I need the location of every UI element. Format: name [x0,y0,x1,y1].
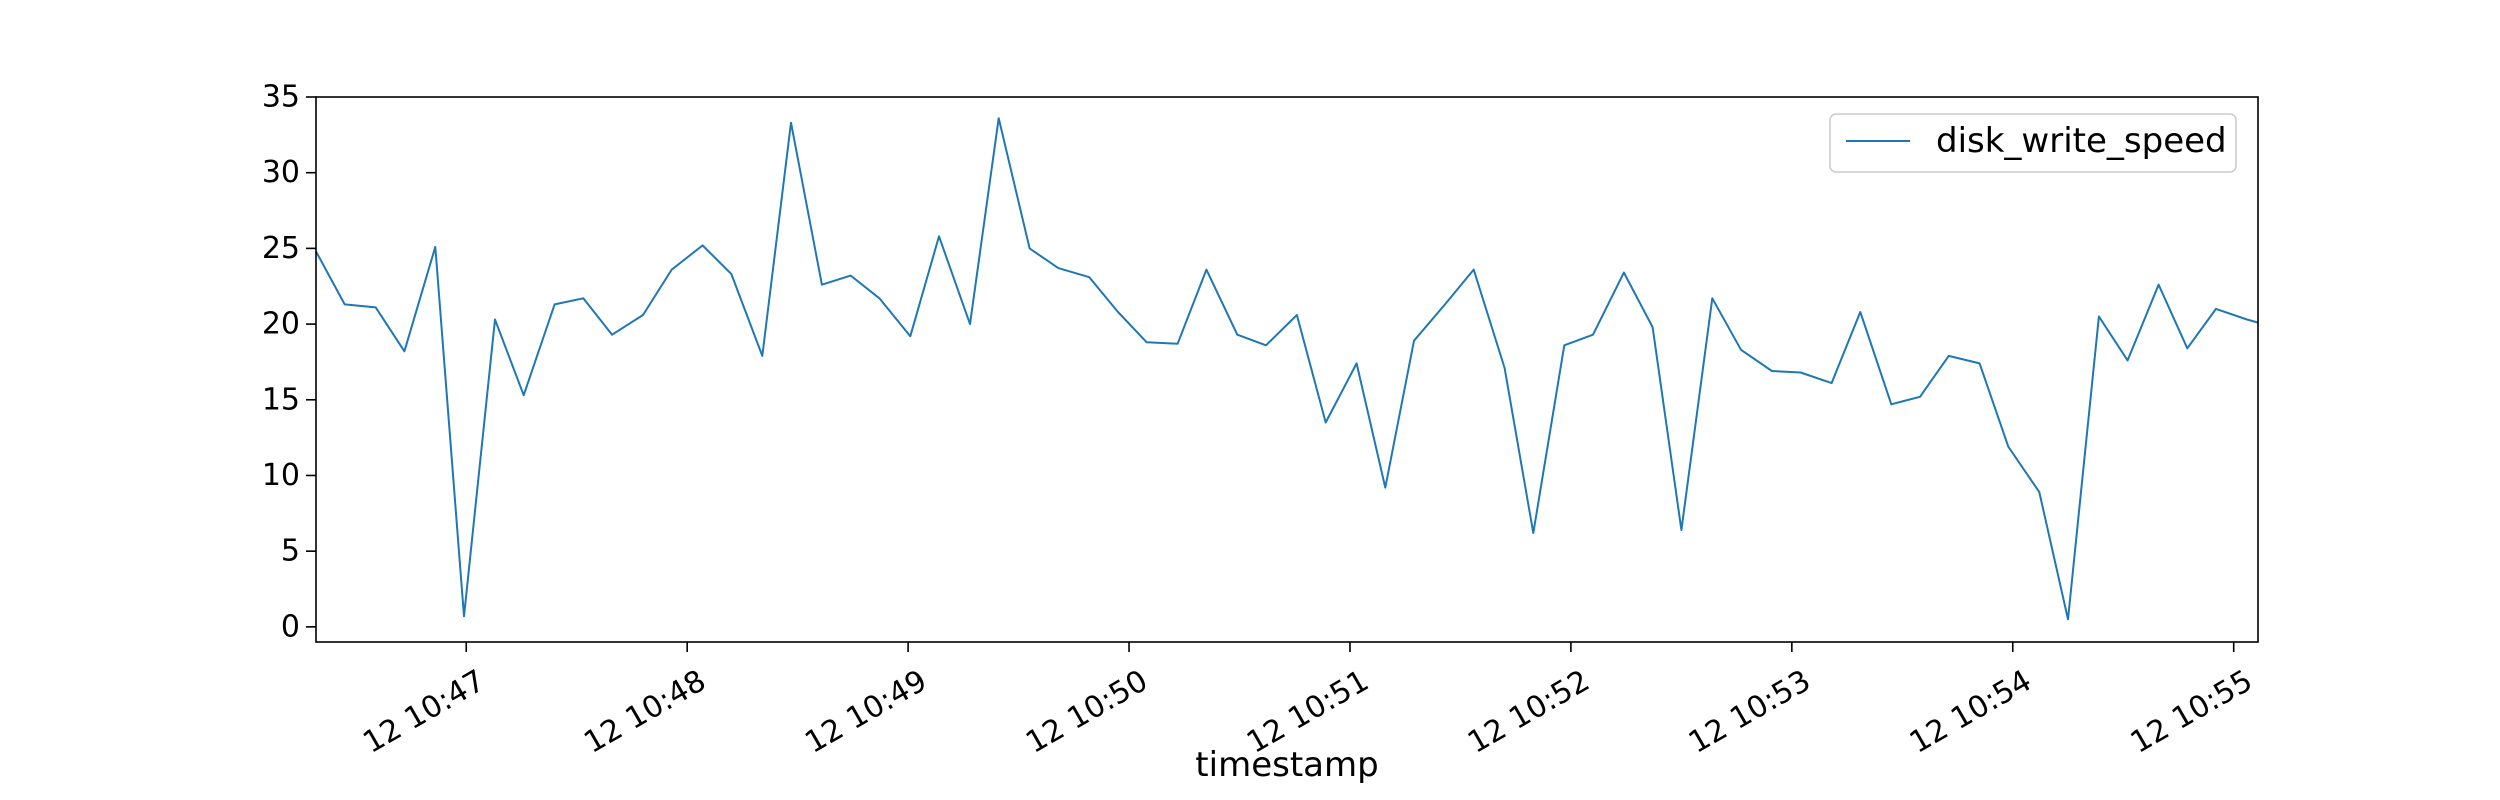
x-tick-label: 12 10:52 [1462,663,1596,760]
x-tick-label: 12 10:54 [1904,663,2038,760]
legend-box [1829,113,2237,173]
y-tick-label: 0 [281,609,300,644]
y-tick-label: 5 [281,534,300,569]
x-tick-label: 12 10:53 [1683,663,1817,760]
series-line-disk_write_speed [315,117,2259,621]
y-tick-label: 20 [262,307,300,342]
x-tick-label: 12 10:50 [1020,663,1154,760]
x-tick-label: 12 10:49 [799,663,933,760]
x-tick-label: 12 10:48 [578,663,712,760]
legend-label: disk_write_speed [1936,121,2227,161]
y-tick-label: 30 [262,155,300,190]
y-tick-label: 10 [262,458,300,493]
x-tick-label: 12 10:47 [357,663,491,760]
plot-frame [315,96,2259,643]
legend: disk_write_speed [1829,113,2237,173]
y-tick-label: 35 [262,80,300,115]
y-tick-label: 15 [262,382,300,417]
y-tick-label: 25 [262,231,300,266]
x-tick-label: 12 10:55 [2125,663,2259,760]
y-axis: 0 5 10 15 20 25 30 35 [262,80,316,644]
x-axis: 12 10:47 12 10:48 12 10:49 12 10:50 12 10:51… [357,642,2258,761]
plot-area [315,117,2259,621]
x-axis-title: timestamp [1195,745,1378,785]
